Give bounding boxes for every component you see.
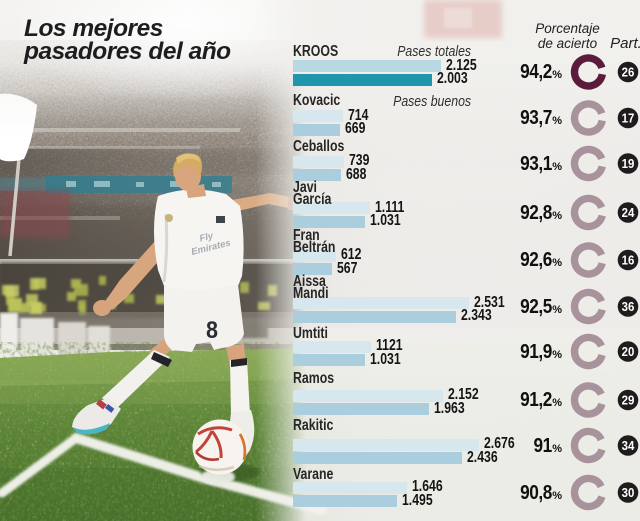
svg-text:17: 17: [622, 111, 635, 126]
svg-text:29: 29: [622, 393, 635, 408]
svg-text:19: 19: [622, 156, 635, 171]
svg-text:20: 20: [622, 344, 635, 359]
svg-text:24: 24: [622, 205, 635, 220]
svg-text:26: 26: [622, 65, 635, 80]
svg-text:34: 34: [622, 438, 635, 453]
svg-text:16: 16: [622, 253, 635, 268]
svg-text:30: 30: [622, 485, 635, 500]
svg-text:36: 36: [622, 299, 635, 314]
